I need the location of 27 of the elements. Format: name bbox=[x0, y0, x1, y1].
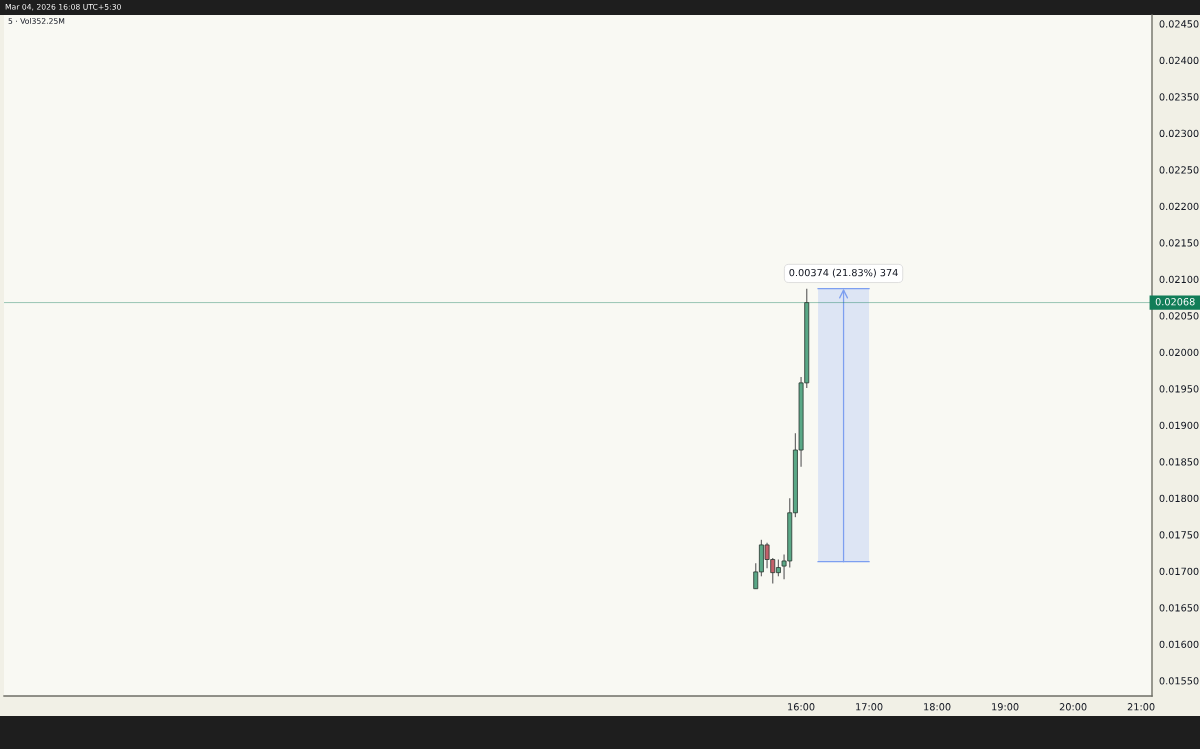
x-tick-label: 21:00 bbox=[1127, 703, 1155, 711]
x-tick-label: 17:00 bbox=[856, 703, 883, 711]
y-tick-label: 0.02300 bbox=[1159, 129, 1199, 138]
y-tick-label: 0.01950 bbox=[1159, 385, 1199, 393]
y-tick-label: 0.01550 bbox=[1159, 677, 1199, 685]
x-tick-label: 18:00 bbox=[924, 703, 951, 711]
y-tick-label: 0.01900 bbox=[1159, 421, 1199, 430]
y-tick-label: 0.02250 bbox=[1159, 166, 1199, 174]
y-tick-label: 0.02200 bbox=[1159, 202, 1199, 211]
y-tick-label: 0.02150 bbox=[1159, 239, 1199, 247]
y-tick-label: 0.02400 bbox=[1159, 56, 1199, 65]
y-tick-label: 0.02350 bbox=[1159, 93, 1199, 101]
y-tick-label: 0.02000 bbox=[1159, 348, 1199, 357]
y-tick-label: 0.01800 bbox=[1159, 494, 1199, 503]
y-tick-label: 0.02100 bbox=[1159, 275, 1199, 284]
y-tick-label: 0.01700 bbox=[1159, 567, 1199, 576]
y-tick-label: 0.01750 bbox=[1159, 531, 1199, 539]
x-tick-label: 20:00 bbox=[1059, 703, 1087, 711]
y-tick-label: 0.01650 bbox=[1159, 604, 1199, 612]
band-label: 0.00374 (21.83%) 374 bbox=[789, 268, 898, 278]
x-tick-label: 16:00 bbox=[788, 703, 815, 711]
ref-line-label: 0.02068 bbox=[1155, 298, 1195, 306]
y-tick-label: 0.02450 bbox=[1159, 20, 1199, 28]
y-tick-label: 0.01850 bbox=[1159, 458, 1199, 466]
x-tick-label: 19:00 bbox=[992, 703, 1019, 711]
y-tick-label: 0.02050 bbox=[1159, 312, 1199, 320]
y-tick-label: 0.01600 bbox=[1159, 640, 1199, 649]
